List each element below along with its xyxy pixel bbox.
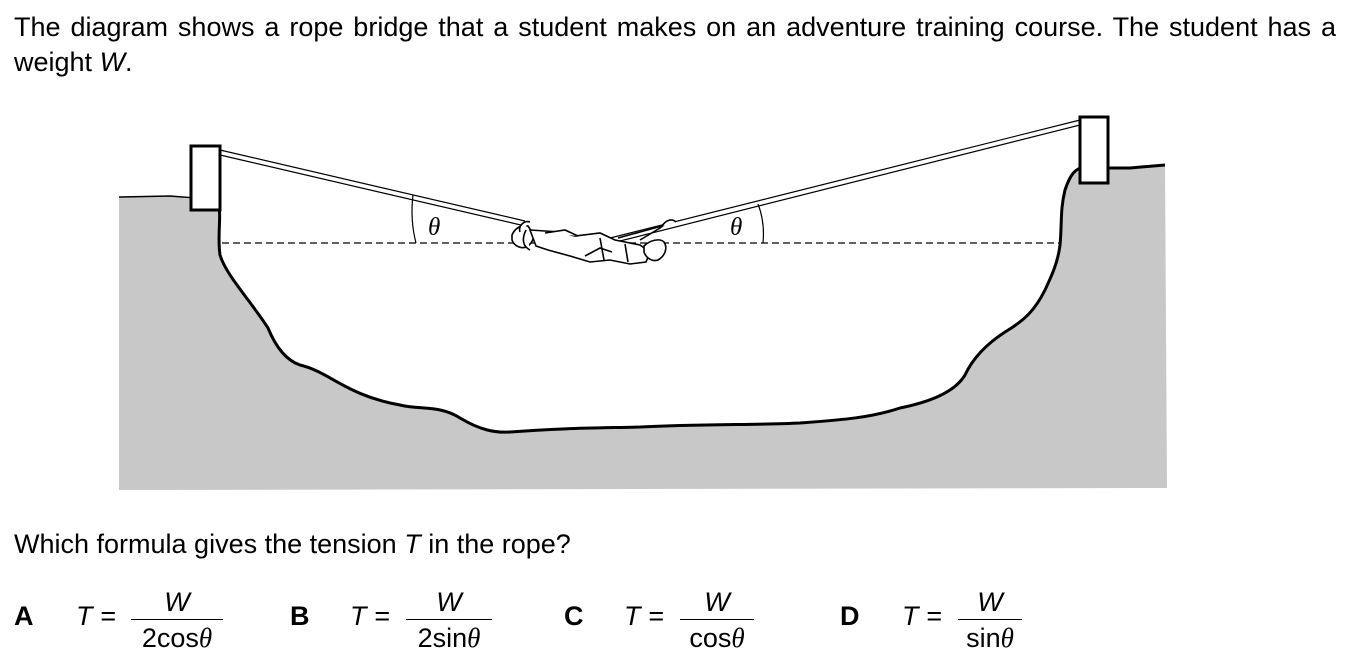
fraction-numerator: W	[977, 587, 1003, 617]
option-c[interactable]: C T = W cosθ	[564, 585, 774, 661]
rope-left	[219, 149, 526, 227]
post-right	[1078, 115, 1110, 185]
option-letter: C	[564, 601, 584, 631]
intro-paragraph: The diagram shows a rope bridge that a s…	[14, 10, 1336, 80]
option-lhs: T =	[624, 601, 664, 631]
option-fraction: W 2cosθ	[131, 585, 223, 656]
option-fraction: W 2sinθ	[406, 585, 492, 656]
intro-text: The diagram shows a rope bridge that a s…	[14, 12, 1336, 77]
angle-label-left: θ	[428, 214, 440, 241]
option-lhs: T =	[902, 601, 942, 631]
fraction-bar	[406, 619, 492, 620]
question-text: Which formula gives the tension T in the…	[14, 527, 571, 562]
angle-arc-left	[411, 194, 417, 244]
angle-arc-right	[757, 203, 765, 244]
option-letter: A	[14, 601, 34, 631]
intro-text-end: .	[125, 47, 133, 77]
option-lhs: T =	[76, 601, 116, 631]
option-letter: D	[840, 601, 860, 631]
rope-bridge-diagram: θ θ	[118, 115, 1167, 490]
fraction-numerator: W	[164, 587, 190, 617]
gorge-ground	[119, 165, 1167, 490]
fraction-numerator: W	[436, 587, 462, 617]
question-text-start: Which formula gives the tension	[14, 529, 405, 559]
angle-label-right: θ	[730, 214, 742, 241]
option-letter: B	[290, 601, 310, 631]
tension-symbol: T	[404, 529, 421, 559]
fraction-denominator: cosθ	[689, 623, 745, 653]
option-d[interactable]: D T = W sinθ	[840, 585, 1050, 661]
fraction-bar	[131, 619, 223, 620]
option-fraction: W cosθ	[680, 585, 754, 656]
fraction-numerator: W	[704, 587, 730, 617]
fraction-denominator: sinθ	[966, 623, 1014, 653]
question-text-end: in the rope?	[420, 529, 571, 559]
option-lhs: T =	[350, 601, 390, 631]
fraction-bar	[958, 619, 1022, 620]
weight-symbol: W	[99, 47, 126, 77]
fraction-bar	[680, 619, 754, 620]
student-figure	[511, 219, 677, 265]
fraction-denominator: 2sinθ	[417, 623, 481, 653]
fraction-denominator: 2cosθ	[141, 623, 213, 653]
rope-right	[609, 119, 1081, 244]
option-a[interactable]: A T = W 2cosθ	[14, 585, 244, 661]
post-left	[189, 144, 222, 212]
gorge-outline	[216, 165, 1086, 434]
option-b[interactable]: B T = W 2sinθ	[290, 585, 520, 661]
option-fraction: W sinθ	[958, 585, 1022, 656]
